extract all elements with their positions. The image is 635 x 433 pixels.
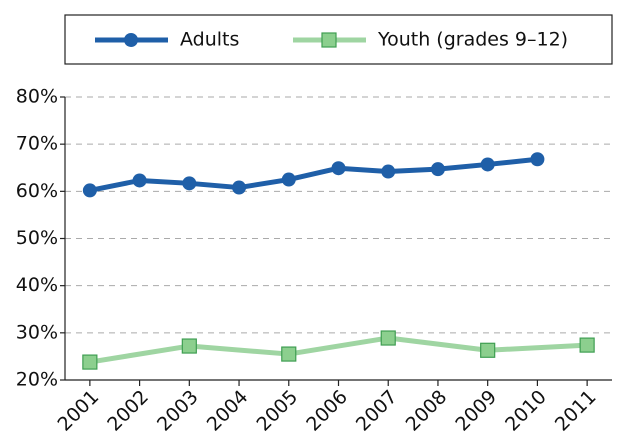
marker — [430, 162, 445, 177]
x-tick-label: 2004 — [203, 386, 253, 433]
marker — [132, 173, 147, 188]
marker — [82, 354, 98, 370]
x-tick-label: 2009 — [451, 386, 501, 433]
x-tick-label: 2005 — [252, 386, 302, 433]
y-tick-label: 60% — [16, 180, 58, 202]
x-tick-label: 2010 — [501, 386, 551, 433]
marker — [124, 33, 138, 47]
y-tick-label: 20% — [16, 369, 58, 391]
y-tick-label: 80% — [16, 86, 58, 108]
marker — [381, 164, 396, 179]
marker — [182, 176, 197, 191]
x-tick-label: 2002 — [103, 386, 153, 433]
legend-label: Adults — [180, 29, 239, 51]
marker — [380, 330, 396, 346]
marker — [480, 157, 495, 172]
legend-label: Youth (grades 9–12) — [377, 29, 568, 51]
marker — [530, 152, 545, 167]
marker — [331, 161, 346, 176]
x-tick-label: 2011 — [551, 386, 601, 433]
series-line — [89, 335, 588, 365]
x-tick-label: 2006 — [302, 386, 352, 433]
marker — [281, 346, 297, 362]
marker — [181, 338, 197, 354]
marker — [82, 183, 97, 198]
marker — [480, 342, 496, 358]
x-tick-label: 2007 — [352, 386, 402, 433]
y-tick-label: 30% — [16, 321, 58, 343]
marker — [281, 172, 296, 187]
series-line — [89, 156, 538, 193]
marker — [579, 337, 595, 353]
marker — [321, 32, 337, 48]
x-tick-label: 2001 — [54, 386, 104, 433]
marker — [232, 180, 247, 195]
y-tick-label: 50% — [16, 227, 58, 249]
y-tick-label: 40% — [16, 274, 58, 296]
x-tick-label: 2003 — [153, 386, 203, 433]
x-tick-label: 2008 — [402, 386, 452, 433]
y-tick-label: 70% — [16, 133, 58, 155]
